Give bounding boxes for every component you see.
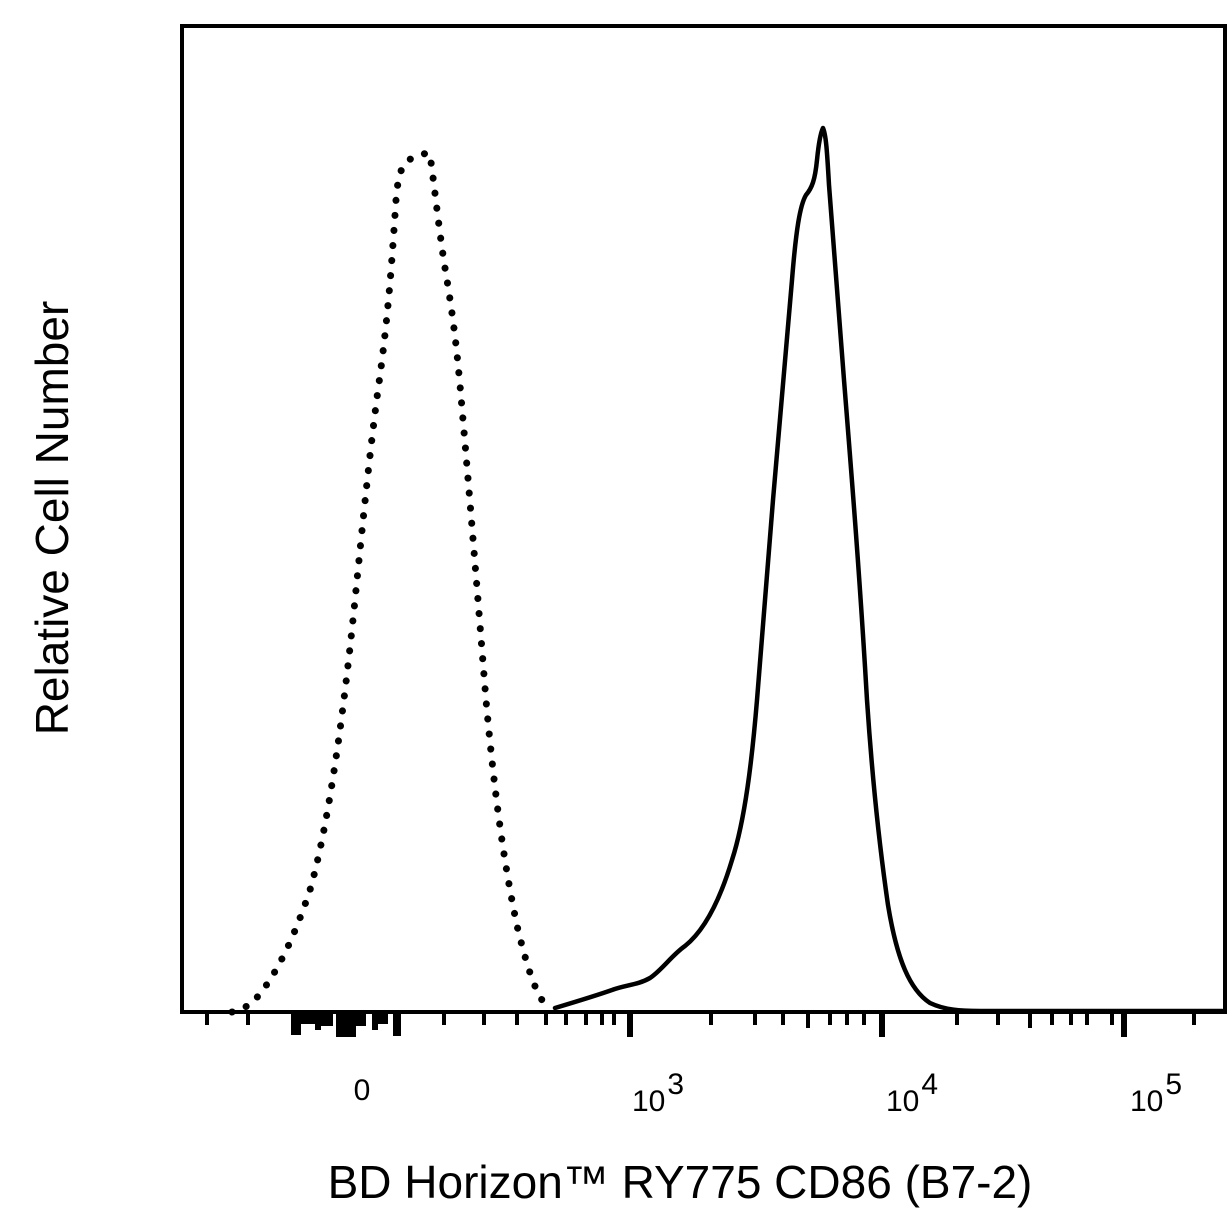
tick-1e5-base: 10 <box>1129 1085 1164 1118</box>
tick-1e5-exp: 5 <box>1165 1068 1183 1101</box>
tick-1e3-exp: 3 <box>667 1068 685 1101</box>
plot-frame <box>180 24 1227 1014</box>
cd86-stained-curve <box>552 125 1225 1014</box>
x-tick-label-1e4: 104 <box>885 1068 938 1119</box>
x-tick-label-1e3: 103 <box>631 1068 684 1119</box>
x-tick-label-0: 0 <box>354 1074 371 1108</box>
tick-1e4-exp: 4 <box>921 1068 939 1101</box>
x-axis-ticks <box>205 1012 1196 1037</box>
y-axis-label: Relative Cell Number <box>26 300 78 736</box>
tick-1e3-base: 10 <box>631 1085 666 1118</box>
tick-1e4-base: 10 <box>885 1085 920 1118</box>
x-tick-label-1e5: 105 <box>1129 1068 1182 1119</box>
isotype-control-curve <box>228 149 552 1016</box>
x-axis-label: BD Horizon™ RY775 CD86 (B7-2) <box>327 1156 1033 1208</box>
tick-zero-text: 0 <box>353 1074 371 1107</box>
